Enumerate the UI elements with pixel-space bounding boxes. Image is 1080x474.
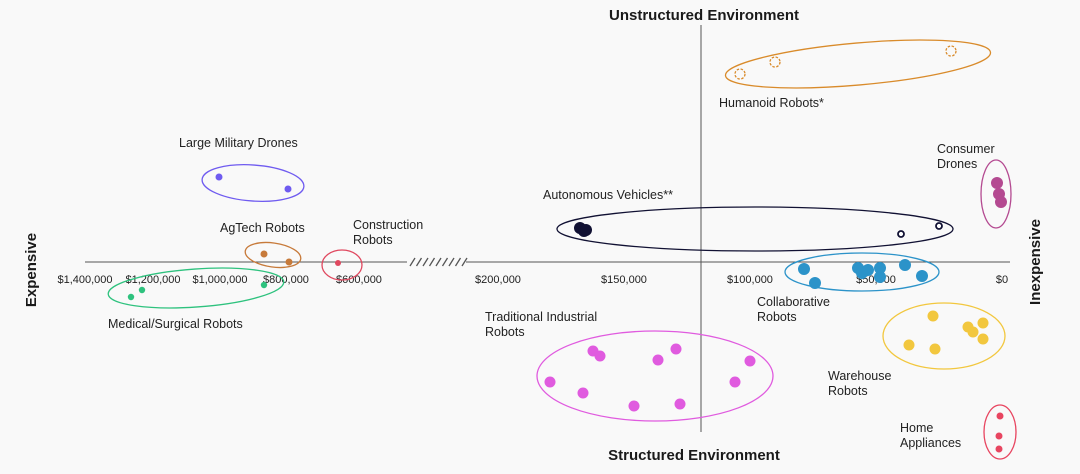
axis-break-mark [435, 257, 442, 267]
traditional-industrial-point [670, 343, 682, 355]
home-appliances-point [995, 445, 1003, 453]
traditional-industrial-label: Traditional Industrial [485, 310, 597, 324]
autonomous-vehicles-point [935, 222, 943, 230]
collaborative-ellipse [784, 252, 940, 292]
x-tick-label: $1,400,000 [57, 274, 112, 286]
axis-break-mark [428, 257, 436, 267]
home-appliances-ellipse [983, 404, 1017, 460]
traditional-industrial-label: Robots [485, 325, 525, 339]
collaborative-point [798, 263, 810, 275]
medical-surgical-point [260, 281, 268, 289]
medical-surgical-ellipse [107, 267, 285, 309]
collaborative-point [899, 259, 911, 271]
warehouse-label: Robots [828, 384, 868, 398]
collaborative-point [809, 277, 821, 289]
x-tick-label: $800,000 [263, 274, 309, 286]
traditional-industrial-point [652, 354, 664, 366]
agtech-point [260, 250, 268, 258]
collaborative-label: Robots [757, 310, 797, 324]
collaborative-label: Collaborative [757, 295, 830, 309]
group-ellipses [107, 39, 1017, 460]
axis-break-marks [409, 257, 468, 267]
construction-label: Construction [353, 218, 423, 232]
agtech-label: AgTech Robots [220, 221, 305, 235]
humanoid-ellipse [724, 39, 992, 89]
axis-break-mark [461, 257, 468, 267]
warehouse-label: Warehouse [828, 369, 892, 383]
warehouse-point [967, 326, 979, 338]
traditional-industrial-point [729, 376, 741, 388]
medical-surgical-point [138, 286, 146, 294]
traditional-industrial-point [744, 355, 756, 367]
data-points [127, 45, 1007, 453]
traditional-industrial-ellipse [536, 330, 774, 422]
humanoid-point [945, 45, 957, 57]
military-drones-label: Large Military Drones [179, 136, 298, 150]
group-labels: Humanoid Robots* Large Military Drones Con… [108, 96, 995, 450]
military-drones-ellipse [201, 164, 305, 202]
warehouse-point [927, 310, 939, 322]
traditional-industrial-point [594, 350, 606, 362]
axis-title-bottom: Structured Environment [608, 447, 780, 464]
autonomous-vehicles-point [897, 230, 905, 238]
construction-point [335, 260, 341, 266]
x-tick-label: $200,000 [475, 274, 521, 286]
x-tick-label: $600,000 [336, 274, 382, 286]
collaborative-point [874, 262, 886, 274]
axis-break-mark [409, 257, 416, 267]
x-tick-label: $0 [996, 274, 1008, 286]
humanoid-label: Humanoid Robots* [719, 96, 824, 110]
axis-break-mark [454, 257, 462, 267]
collaborative-point [874, 271, 886, 283]
x-tick-label: $150,000 [601, 274, 647, 286]
home-appliances-point [995, 432, 1003, 440]
agtech-point [285, 258, 293, 266]
construction-ellipse [321, 249, 363, 281]
warehouse-ellipse [882, 302, 1006, 370]
axis-break-mark [422, 257, 429, 267]
traditional-industrial-point [674, 398, 686, 410]
warehouse-point [929, 343, 941, 355]
agtech-ellipse [244, 241, 302, 269]
axis-break-mark [441, 257, 449, 267]
collaborative-point [862, 264, 874, 276]
home-appliances-label: Home [900, 421, 933, 435]
x-tick-label: $1,000,000 [192, 274, 247, 286]
warehouse-point [977, 333, 989, 345]
consumer-drones-label: Consumer [937, 142, 995, 156]
consumer-drones-point [995, 196, 1007, 208]
x-tick-label: $1,200,000 [125, 274, 180, 286]
construction-label: Robots [353, 233, 393, 247]
traditional-industrial-point [544, 376, 556, 388]
military-drones-point [284, 185, 292, 193]
consumer-drones-label: Drones [937, 157, 977, 171]
consumer-drones-ellipse [980, 159, 1012, 229]
consumer-drones-point [991, 177, 1003, 189]
home-appliances-point [996, 412, 1004, 420]
medical-surgical-label: Medical/Surgical Robots [108, 317, 243, 331]
x-tick-label: $100,000 [727, 274, 773, 286]
medical-surgical-point [127, 293, 135, 301]
military-drones-point [215, 173, 223, 181]
traditional-industrial-point [577, 387, 589, 399]
axis-break-mark [415, 257, 423, 267]
warehouse-point [903, 339, 915, 351]
axis-break-mark [448, 257, 455, 267]
autonomous-vehicles-point [580, 224, 592, 236]
humanoid-point [734, 68, 746, 80]
warehouse-point [977, 317, 989, 329]
collaborative-point [916, 270, 928, 282]
autonomous-vehicles-ellipse [556, 206, 954, 252]
axis-title-right: Inexpensive [1027, 219, 1044, 305]
home-appliances-label: Appliances [900, 436, 961, 450]
autonomous-vehicles-label: Autonomous Vehicles** [543, 188, 673, 202]
axis-title-left: Expensive [23, 233, 40, 307]
axis-title-top: Unstructured Environment [609, 7, 799, 24]
humanoid-point [769, 56, 781, 68]
traditional-industrial-point [628, 400, 640, 412]
